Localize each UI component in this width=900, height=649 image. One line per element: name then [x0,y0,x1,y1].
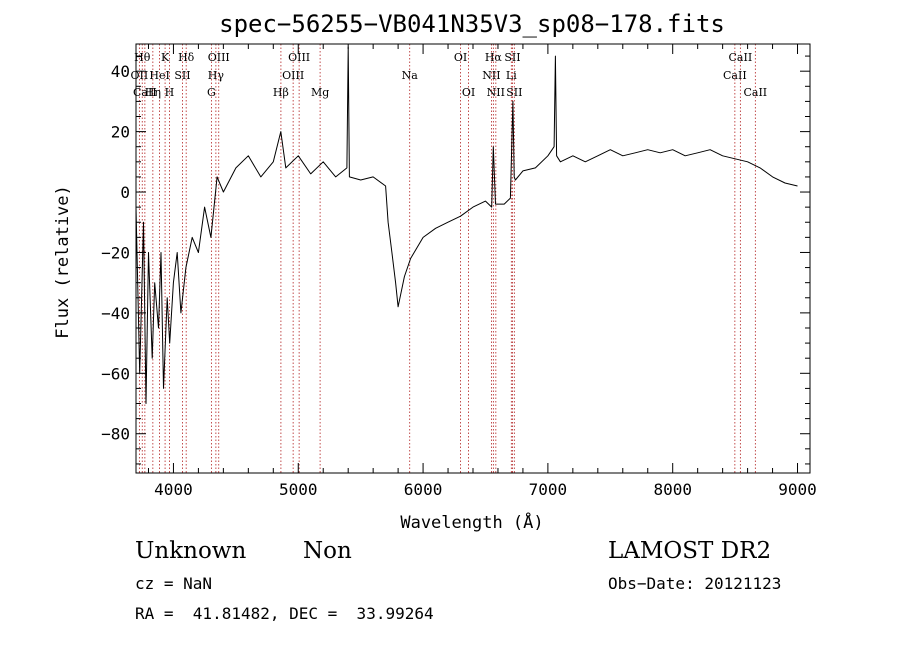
spectral-line-label: OI [462,86,475,99]
spectral-line-label: Hβ [273,86,289,99]
axis-ticks: 4000 5000 6000 7000 8000 9000 −80 −60 −40 −20 0 20 4… [101,44,817,499]
spectral-line-label: OIII [282,69,304,82]
y-tick-label: 0 [120,183,130,202]
chart-title: spec−56255−VB041N35V3_sp08−178.fits [219,10,725,38]
x-tick-label: 5000 [279,480,318,499]
spectral-line-label: NII [482,69,500,82]
spectral-line-label: Hγ [208,69,225,82]
spectral-line-label: CaII [723,69,747,82]
y-tick-label: −60 [101,364,130,383]
spectral-line-label: CaII [743,86,767,99]
redshift-value: cz = NaN [135,574,213,593]
spectral-line-label: OIII [288,51,310,64]
spectral-line-label: CaII [729,51,753,64]
x-tick-label: 7000 [529,480,568,499]
spectral-line-label: OIII [208,51,230,64]
object-class: Unknown [135,538,247,564]
spectral-line-label: Na [402,69,419,82]
x-tick-label: 8000 [653,480,692,499]
coordinates: RA = 41.81482, DEC = 33.99264 [135,604,434,623]
spectral-line-label: SII [504,51,520,64]
y-tick-label: −40 [101,304,130,323]
spectral-line-label: HeI [149,69,169,82]
plot-frame [135,43,811,474]
spectral-line-label: Li [506,69,517,82]
spectral-line-label: H [165,86,175,99]
spectral-line-label: Hα [485,51,503,64]
spectral-line-label: G [207,86,216,99]
observation-date: Obs−Date: 20121123 [608,574,782,593]
y-axis-label: Flux (relative) [53,185,73,339]
spectral-line-markers [138,44,756,473]
x-axis-label: Wavelength (Å) [400,511,543,533]
y-tick-label: −80 [101,425,130,444]
object-subclass: Non [303,538,352,564]
y-tick-label: −20 [101,243,130,262]
survey-name: LAMOST DR2 [608,538,772,564]
x-tick-label: 6000 [404,480,443,499]
spectral-line-label: Mg [311,86,329,99]
spectral-line-labels: OIIHθCaIIHηHeIKHSIIHδGHγOIIIHβOIIIOIIIMg… [131,51,768,99]
spectral-line-label: K [161,51,170,64]
spectral-line-label: SII [506,86,522,99]
spectral-line-label: NII [487,86,505,99]
spectral-line-label: Hθ [134,51,151,64]
y-tick-label: 20 [111,123,130,142]
x-tick-label: 9000 [778,480,817,499]
spectral-line-label: CaII [133,86,157,99]
spectral-line-label: OI [454,51,467,64]
spectral-line-label: SII [174,69,190,82]
spectral-line-label: Hη [145,86,161,99]
spectrum-series-line [135,46,798,404]
y-tick-label: 40 [111,62,130,81]
spectral-line-label: Hδ [178,51,195,64]
spectral-line-label: OII [131,69,149,82]
x-tick-label: 4000 [154,480,193,499]
